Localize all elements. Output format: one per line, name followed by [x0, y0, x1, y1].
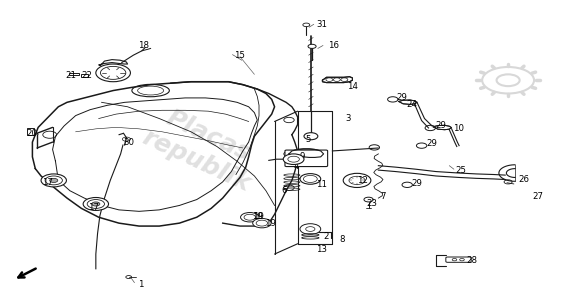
Polygon shape: [289, 149, 324, 157]
Bar: [69, 73, 79, 75]
Text: 14: 14: [347, 82, 358, 91]
Text: 8: 8: [339, 235, 344, 244]
Bar: [27, 128, 34, 135]
Text: 15: 15: [234, 51, 245, 60]
Text: 20: 20: [27, 129, 38, 138]
Text: 3: 3: [346, 114, 351, 123]
Text: 23: 23: [367, 199, 378, 207]
Text: 9: 9: [299, 152, 305, 161]
Text: 25: 25: [455, 165, 466, 175]
Text: 19: 19: [251, 212, 262, 221]
Text: 24: 24: [406, 100, 417, 109]
Text: 30: 30: [124, 138, 135, 147]
Circle shape: [308, 44, 316, 49]
FancyBboxPatch shape: [446, 257, 471, 262]
Text: 1: 1: [138, 280, 143, 289]
Text: 31: 31: [317, 20, 328, 29]
Circle shape: [300, 224, 321, 234]
Text: 12: 12: [357, 176, 368, 186]
Text: 28: 28: [466, 256, 477, 265]
Text: 27: 27: [532, 192, 543, 201]
Circle shape: [50, 178, 58, 182]
Circle shape: [300, 174, 321, 184]
Text: 17: 17: [88, 203, 99, 212]
Circle shape: [96, 64, 131, 82]
Circle shape: [343, 173, 371, 187]
Text: 18: 18: [138, 41, 149, 50]
Circle shape: [303, 23, 310, 27]
Text: 26: 26: [518, 175, 529, 184]
Text: 29: 29: [412, 179, 423, 189]
Text: 22: 22: [81, 71, 92, 80]
Circle shape: [240, 213, 259, 222]
Text: 29: 29: [435, 121, 446, 131]
Text: 11: 11: [316, 180, 327, 189]
Circle shape: [41, 174, 66, 187]
Polygon shape: [399, 100, 417, 104]
Text: 10: 10: [453, 124, 464, 133]
Circle shape: [283, 154, 304, 165]
Text: 13: 13: [316, 245, 327, 254]
Text: 6: 6: [281, 186, 287, 195]
Text: 17: 17: [42, 178, 53, 187]
Text: 2: 2: [323, 232, 328, 242]
Text: Placas
republik: Placas republik: [139, 100, 266, 196]
Text: 21: 21: [65, 71, 76, 80]
Text: 29: 29: [397, 93, 407, 102]
Text: 7: 7: [380, 192, 386, 201]
Circle shape: [253, 218, 271, 228]
FancyBboxPatch shape: [285, 150, 328, 167]
Polygon shape: [323, 77, 353, 83]
Text: 5: 5: [305, 135, 310, 144]
Text: 19: 19: [253, 212, 264, 221]
Circle shape: [83, 197, 109, 210]
Circle shape: [92, 202, 100, 206]
Bar: [81, 74, 88, 77]
Polygon shape: [433, 125, 451, 130]
Circle shape: [304, 133, 318, 140]
Text: 29: 29: [426, 139, 437, 148]
Text: 16: 16: [328, 41, 339, 50]
Text: 4: 4: [294, 162, 299, 171]
Text: 19: 19: [265, 219, 276, 228]
